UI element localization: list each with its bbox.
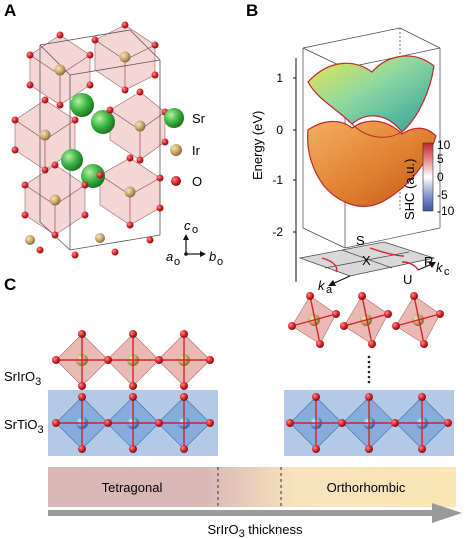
cbar-tick-0: 0 <box>437 170 444 184</box>
lower-band-surface <box>307 120 437 207</box>
srtio3-right-layer <box>286 393 452 453</box>
sr-atoms <box>61 93 115 188</box>
ytick-0: 0 <box>276 123 283 137</box>
axis-a-sub: o <box>174 256 180 268</box>
panel-b: B 1 0 -1 -2 Energy (eV) <box>246 1 455 296</box>
k-arrows <box>328 262 436 286</box>
layer-label-srtio3-sub: 3 <box>37 424 43 436</box>
axis-b-label: b <box>209 249 216 264</box>
legend-o-swatch <box>171 176 181 186</box>
ytick-minus1: -1 <box>272 173 283 187</box>
panel-b-letter: B <box>246 1 258 20</box>
thickness-label-sub: 3 <box>239 528 245 539</box>
kc-label: k <box>436 260 444 275</box>
shc-colorbar <box>422 142 434 212</box>
band-crossing-line <box>351 123 403 138</box>
bz-label-s: S <box>356 233 365 248</box>
phase-orthorhombic: Orthorhombic <box>327 480 406 495</box>
layer-label-srtio3-text: SrTiO <box>4 417 37 432</box>
crystal-axes <box>183 234 206 257</box>
layer-label-sriro3: SrIrO3 <box>4 369 41 388</box>
panel-a: A <box>4 1 223 268</box>
energy-axis-label: Energy (eV) <box>250 111 265 180</box>
thickness-axis-label: SrIrO3 thickness <box>208 522 303 539</box>
sriro3-orthorhombic-layer <box>288 292 444 348</box>
cbar-tick-10: 10 <box>437 138 451 152</box>
cbar-tick-minus10: -10 <box>437 204 455 218</box>
panel-c-letter: C <box>4 275 16 294</box>
ytick-minus2: -2 <box>272 225 283 239</box>
cbar-tick-minus5: -5 <box>437 188 448 202</box>
layer-label-sriro3-text: SrIrO <box>4 369 35 384</box>
legend-ir-label: Ir <box>192 143 201 158</box>
axis-c-label: c <box>184 218 191 233</box>
axis-c-sub: o <box>192 224 198 236</box>
axis-b-sub: o <box>217 256 223 268</box>
ytick-1: 1 <box>276 71 283 85</box>
thickness-label-suffix: thickness <box>245 522 303 537</box>
ka-label: k <box>318 278 326 293</box>
energy-axis <box>293 58 297 282</box>
thickness-arrow <box>48 503 462 523</box>
colorbar-label: SHC (a.u.) <box>402 159 417 220</box>
brillouin-zone <box>298 241 436 277</box>
ir-atoms <box>25 51 146 245</box>
kc-sub: c <box>444 266 450 278</box>
bz-label-r: R <box>424 254 433 269</box>
ka-sub: a <box>326 284 333 296</box>
bz-label-u: U <box>403 272 412 287</box>
phase-bar <box>48 467 456 507</box>
layer-label-sriro3-sub: 3 <box>35 376 41 388</box>
upper-band-surface <box>307 55 435 133</box>
thickness-label-text: SrIrO <box>208 522 239 537</box>
ellipsis-dots <box>367 355 371 384</box>
axis-a-label: a <box>166 249 173 264</box>
legend-ir-swatch <box>170 144 182 156</box>
srtio3-left-layer <box>52 393 214 453</box>
legend-sr-swatch <box>164 108 184 128</box>
sriro3-tetragonal-layer <box>52 330 214 390</box>
atom-legend: Sr Ir O <box>164 108 206 189</box>
legend-o-label: O <box>192 174 202 189</box>
phase-tetragonal: Tetragonal <box>102 480 163 495</box>
layer-label-srtio3: SrTiO3 <box>4 417 44 436</box>
bz-label-x: X <box>362 253 371 268</box>
panel-c: C <box>4 275 462 539</box>
cbar-tick-5: 5 <box>437 152 444 166</box>
legend-sr-label: Sr <box>192 111 206 126</box>
panel-a-letter: A <box>4 1 16 20</box>
